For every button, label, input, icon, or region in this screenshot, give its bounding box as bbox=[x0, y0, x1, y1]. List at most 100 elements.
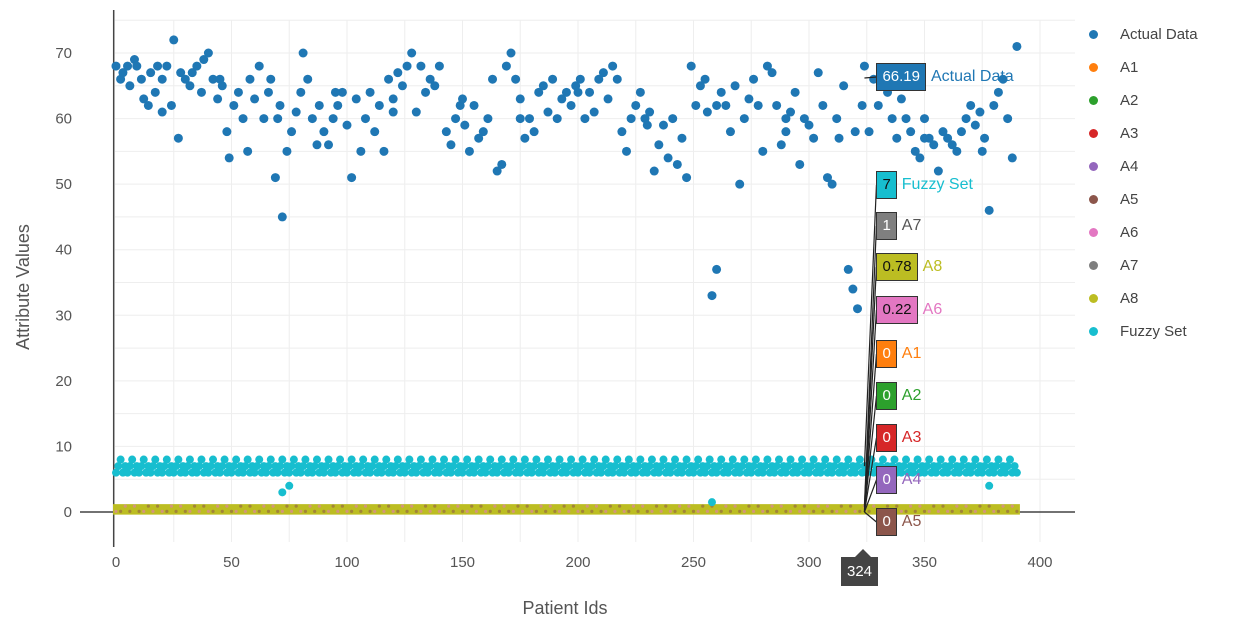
actual-data-point bbox=[330, 87, 340, 97]
membership-point bbox=[257, 509, 261, 513]
actual-data-point bbox=[786, 107, 796, 117]
membership-point bbox=[779, 504, 783, 508]
membership-point bbox=[520, 509, 525, 513]
actual-data-point bbox=[446, 140, 456, 150]
actual-data-point bbox=[233, 87, 243, 97]
fuzzy-set-point bbox=[578, 455, 587, 464]
actual-data-point bbox=[282, 146, 292, 156]
membership-point bbox=[922, 509, 927, 513]
fuzzy-set-point bbox=[347, 455, 356, 464]
legend-item[interactable]: A7 bbox=[1085, 249, 1235, 282]
membership-point bbox=[599, 509, 603, 513]
hover-label: 0 A1 bbox=[876, 340, 921, 368]
fuzzy-set-point bbox=[671, 455, 680, 464]
membership-point bbox=[946, 509, 950, 513]
membership-point bbox=[225, 504, 229, 508]
membership-point bbox=[872, 504, 876, 508]
actual-data-point bbox=[762, 61, 772, 71]
membership-point bbox=[812, 509, 816, 513]
hover-value: 7 bbox=[876, 171, 897, 199]
actual-data-point bbox=[977, 146, 987, 156]
membership-point bbox=[354, 504, 358, 508]
fuzzy-set-point bbox=[423, 468, 432, 477]
actual-data-point bbox=[843, 264, 853, 274]
membership-point bbox=[719, 509, 723, 513]
fuzzy-set-point bbox=[781, 468, 790, 477]
fuzzy-set-point bbox=[310, 462, 319, 471]
actual-data-point bbox=[626, 114, 636, 124]
actual-data-point bbox=[370, 127, 380, 137]
actual-data-point bbox=[753, 100, 763, 110]
actual-data-point bbox=[333, 100, 343, 110]
actual-data-point bbox=[224, 153, 234, 163]
legend-marker bbox=[1089, 30, 1098, 39]
membership-point bbox=[530, 509, 534, 513]
fuzzy-set-point bbox=[945, 462, 954, 471]
fuzzy-set-point bbox=[195, 462, 204, 471]
membership-point bbox=[941, 504, 945, 508]
actual-data-point bbox=[337, 87, 347, 97]
membership-point bbox=[844, 509, 848, 513]
membership-point bbox=[562, 504, 566, 508]
membership-point bbox=[123, 504, 127, 508]
fuzzy-set-point bbox=[370, 455, 379, 464]
membership-point bbox=[802, 504, 806, 508]
fuzzy-set-point bbox=[345, 462, 354, 471]
fuzzy-set-point bbox=[319, 468, 328, 477]
fuzzy-set-point bbox=[151, 455, 160, 464]
legend-item[interactable]: A5 bbox=[1085, 183, 1235, 216]
actual-data-point bbox=[402, 61, 412, 71]
membership-point bbox=[336, 509, 340, 513]
membership-point bbox=[303, 509, 308, 513]
membership-point bbox=[516, 504, 520, 508]
membership-point bbox=[909, 504, 913, 508]
membership-point bbox=[733, 504, 737, 508]
legend-item[interactable]: Fuzzy Set bbox=[1085, 315, 1235, 348]
membership-point bbox=[825, 504, 830, 508]
membership-point bbox=[627, 509, 631, 513]
membership-point bbox=[202, 504, 206, 508]
membership-point bbox=[165, 509, 169, 513]
actual-data-point bbox=[460, 120, 470, 130]
membership-point bbox=[705, 509, 709, 513]
membership-point bbox=[807, 509, 811, 513]
membership-point bbox=[253, 509, 257, 513]
legend-item[interactable]: A4 bbox=[1085, 150, 1235, 183]
actual-data-point bbox=[580, 114, 590, 124]
fuzzy-set-point bbox=[227, 468, 236, 477]
actual-data-point bbox=[686, 61, 696, 71]
membership-point bbox=[197, 509, 201, 513]
membership-point bbox=[691, 509, 696, 513]
actual-data-point bbox=[859, 61, 869, 71]
fuzzy-set-point bbox=[158, 468, 167, 477]
fuzzy-set-point bbox=[1005, 455, 1014, 464]
membership-point bbox=[456, 504, 460, 508]
legend-item[interactable]: A2 bbox=[1085, 84, 1235, 117]
actual-data-point bbox=[483, 114, 493, 124]
fuzzy-set-point bbox=[784, 462, 793, 471]
hover-series-name: A5 bbox=[901, 513, 922, 530]
legend-item[interactable]: A8 bbox=[1085, 282, 1235, 315]
fuzzy-set-point bbox=[241, 462, 250, 471]
membership-point bbox=[839, 504, 843, 508]
legend-item[interactable]: A3 bbox=[1085, 117, 1235, 150]
legend-item[interactable]: Actual Data bbox=[1085, 18, 1235, 51]
actual-data-point bbox=[594, 74, 604, 84]
hover-value: 0 bbox=[876, 508, 897, 536]
actual-data-point bbox=[492, 166, 502, 176]
hover-value: 0.78 bbox=[876, 253, 918, 281]
legend-item[interactable]: A6 bbox=[1085, 216, 1235, 249]
membership-point bbox=[340, 504, 344, 508]
membership-point bbox=[479, 504, 483, 508]
actual-data-point bbox=[839, 81, 849, 91]
membership-point bbox=[885, 504, 890, 508]
hover-label: 0 A4 bbox=[876, 466, 921, 494]
legend-item[interactable]: A1 bbox=[1085, 51, 1235, 84]
fuzzy-set-point bbox=[925, 455, 934, 464]
actual-data-point bbox=[781, 127, 791, 137]
actual-data-point bbox=[850, 127, 860, 137]
membership-point bbox=[918, 504, 922, 508]
fuzzy-set-point bbox=[816, 468, 825, 477]
actual-data-point bbox=[146, 68, 156, 78]
actual-data-point bbox=[543, 107, 553, 117]
